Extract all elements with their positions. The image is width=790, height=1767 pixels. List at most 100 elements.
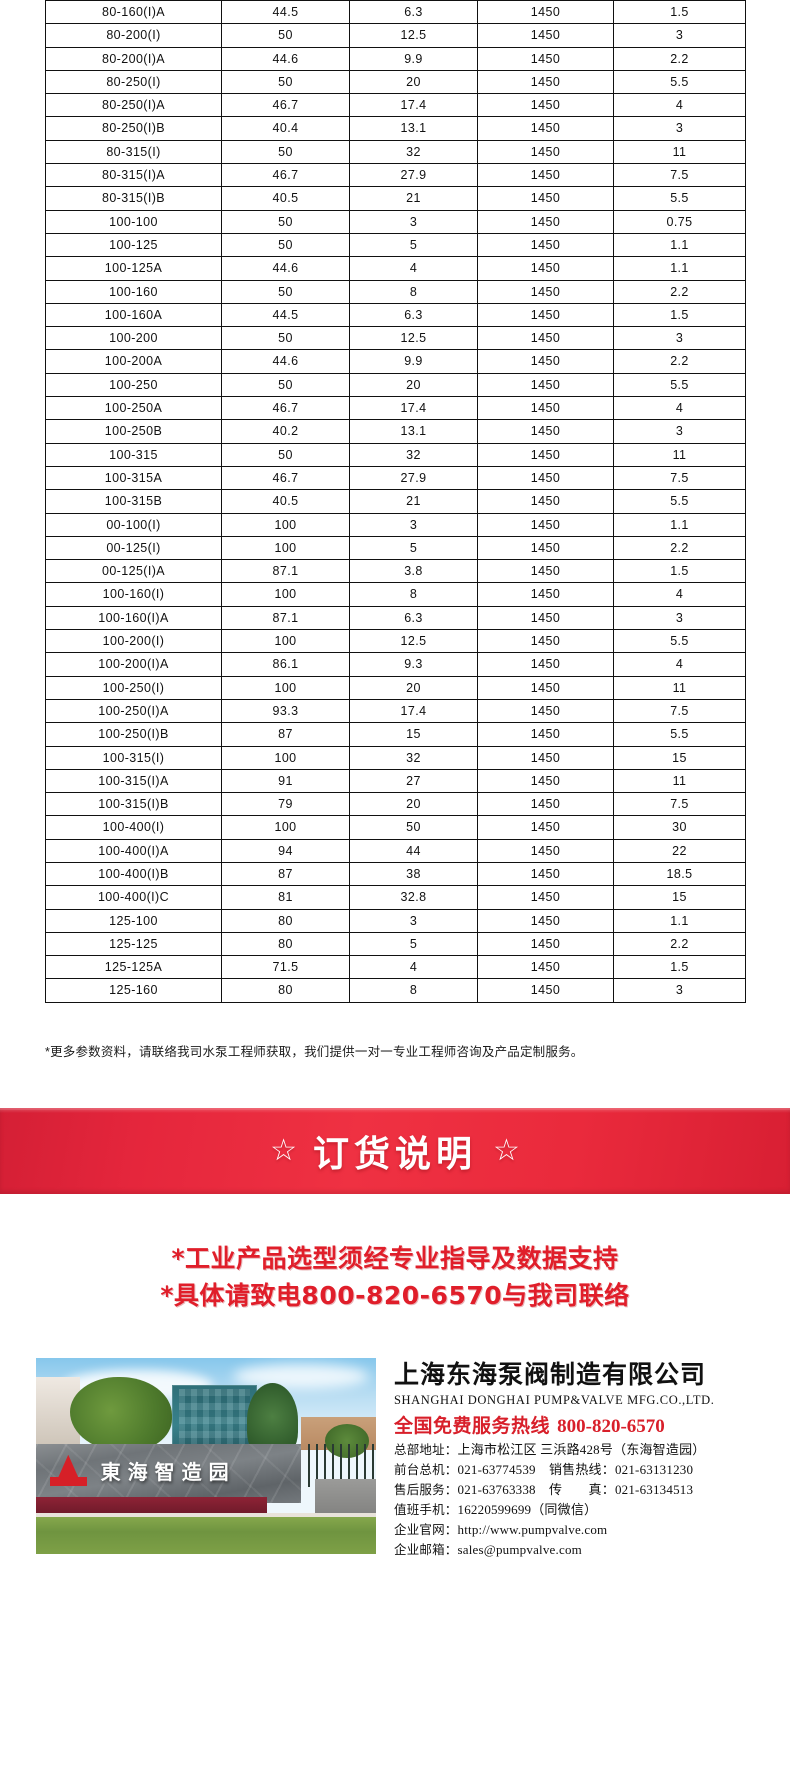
cell-value: 87 xyxy=(221,722,350,747)
cell-value: 44.5 xyxy=(221,0,350,25)
cell-value: 44.5 xyxy=(221,302,350,328)
cell-value: 5.5 xyxy=(613,722,746,747)
cell-model: 00-125(I) xyxy=(45,535,222,561)
cell-model: 80-200(I)A xyxy=(45,46,222,71)
cell-value: 2.2 xyxy=(613,931,746,957)
cell-model: 100-315(I)A xyxy=(45,768,222,794)
hotline-label: 全国免费服务热线 xyxy=(394,1414,551,1437)
table-row: 100-100 50 3 1450 0.75 xyxy=(45,209,746,234)
cell-value: 9.9 xyxy=(349,349,478,374)
photo-curb xyxy=(36,1512,376,1519)
cell-value: 3 xyxy=(613,326,746,351)
cell-value: 50 xyxy=(349,815,478,840)
cell-value: 3.8 xyxy=(349,559,478,584)
cell-value: 100 xyxy=(221,535,350,561)
cell-value: 91 xyxy=(221,768,350,794)
cell-model: 100-400(I) xyxy=(45,815,222,840)
company-name-cn: 上海东海泵阀制造有限公司 xyxy=(394,1359,707,1389)
cell-value: 1450 xyxy=(477,698,614,724)
cell-value: 87.1 xyxy=(221,559,350,584)
cell-value: 3 xyxy=(349,908,478,933)
contact-row: 售后服务：021-63763338 传 真：021-63134513 xyxy=(394,1480,754,1500)
table-row: 100-315 50 32 1450 11 xyxy=(45,442,746,467)
cell-model: 100-160 xyxy=(45,279,222,304)
cell-value: 7.5 xyxy=(613,163,746,188)
cell-value: 1450 xyxy=(477,652,614,677)
cell-value: 87 xyxy=(221,861,350,887)
contact-row: 值班手机：16220599699（同微信） xyxy=(394,1500,754,1520)
cell-value: 20 xyxy=(349,69,478,95)
contact-value[interactable]: 16220599699（同微信） xyxy=(457,1501,598,1517)
cell-model: 125-100 xyxy=(45,908,222,933)
contact-value[interactable]: sales@pumpvalve.com xyxy=(457,1541,582,1557)
cell-model: 80-315(I) xyxy=(45,139,222,165)
cell-value: 1.5 xyxy=(613,302,746,328)
cell-value: 81 xyxy=(221,885,350,910)
cell-value: 100 xyxy=(221,815,350,840)
cell-model: 100-250A xyxy=(45,396,222,421)
cell-value: 50 xyxy=(221,209,350,234)
table-row: 80-200(I)A 44.6 9.9 1450 2.2 xyxy=(45,46,746,71)
cell-value: 0.75 xyxy=(613,209,746,234)
cell-value: 86.1 xyxy=(221,652,350,677)
cell-value: 1450 xyxy=(477,163,614,188)
cell-model: 100-250(I)A xyxy=(45,698,222,724)
contact-value[interactable]: 021-63763338 传 真：021-63134513 xyxy=(457,1481,694,1497)
cell-value: 27.9 xyxy=(349,163,478,188)
cell-value: 2.2 xyxy=(613,279,746,304)
cell-value: 4 xyxy=(349,256,478,281)
table-row: 100-160(I) 100 8 1450 4 xyxy=(45,582,746,607)
cell-value: 6.3 xyxy=(349,605,478,631)
contact-value[interactable]: 021-63774539 销售热线：021-63131230 xyxy=(457,1461,694,1477)
contact-label: 前台总机： xyxy=(394,1461,458,1477)
table-row: 100-250B 40.2 13.1 1450 3 xyxy=(45,419,746,444)
contact-value[interactable]: http://www.pumpvalve.com xyxy=(457,1521,608,1537)
photo-hedge xyxy=(36,1496,268,1515)
table-row: 00-125(I) 100 5 1450 2.2 xyxy=(45,535,746,561)
hotline-number[interactable]: 800-820-6570 xyxy=(557,1415,665,1437)
cell-model: 100-315(I) xyxy=(45,745,222,770)
cell-value: 3 xyxy=(613,978,746,1003)
cell-value: 9.3 xyxy=(349,652,478,677)
cell-value: 1450 xyxy=(477,745,614,770)
cell-value: 46.7 xyxy=(221,163,350,188)
cell-value: 1450 xyxy=(477,722,614,747)
cell-model: 80-315(I)A xyxy=(45,163,222,188)
cell-value: 1450 xyxy=(477,372,614,398)
table-row: 100-400(I) 100 50 1450 30 xyxy=(45,815,746,840)
cell-model: 100-400(I)C xyxy=(45,885,222,910)
contact-value[interactable]: 上海市松江区 三浜路428号（东海智造园） xyxy=(457,1441,706,1457)
table-row: 80-200(I) 50 12.5 1450 3 xyxy=(45,23,746,48)
cell-value: 1450 xyxy=(477,582,614,607)
table-row: 100-160A 44.5 6.3 1450 1.5 xyxy=(45,302,746,328)
cell-value: 22 xyxy=(613,838,746,863)
cell-value: 1450 xyxy=(477,302,614,328)
spec-table-body: 80-160(I)A 44.5 6.3 1450 1.5 80-200(I) 50 12.5 1… xyxy=(45,0,746,1003)
cell-model: 80-250(I)A xyxy=(45,93,222,118)
table-row: 100-315A 46.7 27.9 1450 7.5 xyxy=(45,465,746,491)
cell-value: 46.7 xyxy=(221,465,350,491)
order-notice-block: *工业产品选型须经专业指导及数据支持 *具体请致电800-820-6570与我司… xyxy=(0,1240,790,1314)
contact-row: 前台总机：021-63774539 销售热线：021-63131230 xyxy=(394,1460,754,1480)
cell-value: 20 xyxy=(349,372,478,398)
cell-value: 1450 xyxy=(477,885,614,910)
cell-model: 100-200(I) xyxy=(45,629,222,654)
cell-value: 5.5 xyxy=(613,186,746,211)
cell-value: 1450 xyxy=(477,349,614,374)
cell-value: 1450 xyxy=(477,442,614,467)
cell-value: 50 xyxy=(221,232,350,258)
contact-label: 值班手机： xyxy=(394,1501,458,1517)
cell-model: 100-250(I) xyxy=(45,675,222,700)
cell-value: 11 xyxy=(613,768,746,794)
table-row: 80-315(I)B 40.5 21 1450 5.5 xyxy=(45,186,746,211)
cell-value: 100 xyxy=(221,582,350,607)
cell-value: 1450 xyxy=(477,465,614,491)
table-row: 80-315(I)A 46.7 27.9 1450 7.5 xyxy=(45,163,746,188)
cell-value: 50 xyxy=(221,279,350,304)
cell-value: 38 xyxy=(349,861,478,887)
cell-value: 3 xyxy=(613,116,746,141)
company-info: 上海东海泵阀制造有限公司 SHANGHAI DONGHAI PUMP&VALVE… xyxy=(394,1358,754,1560)
cell-value: 79 xyxy=(221,792,350,817)
company-footer: 東海智造园 上海东海泵阀制造有限公司 SHANGHAI DONGHAI PUMP… xyxy=(0,1357,790,1560)
cell-value: 17.4 xyxy=(349,698,478,724)
